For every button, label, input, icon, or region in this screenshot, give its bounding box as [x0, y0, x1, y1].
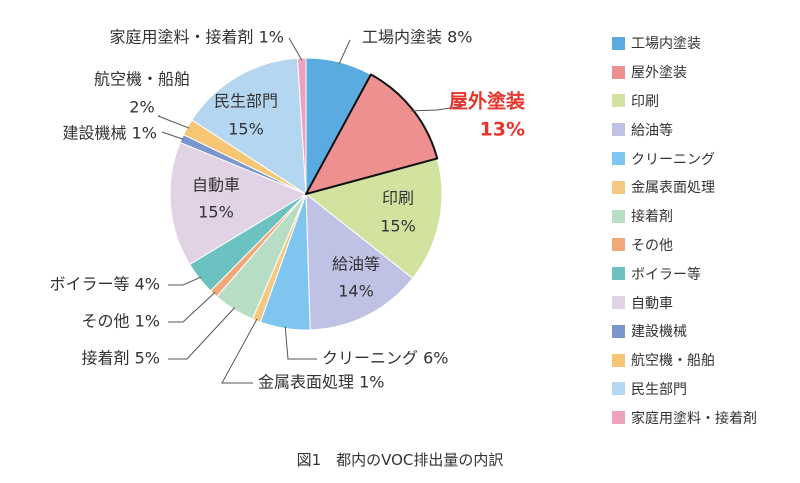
slice-4-percent: 14% — [338, 282, 374, 301]
legend-swatch — [612, 152, 625, 166]
legend-item: 建設機械 — [612, 317, 757, 346]
legend-item: その他 — [612, 231, 757, 260]
slice-3-wedge — [305, 157, 443, 279]
legend-swatch — [612, 353, 625, 367]
legend-item: ボイラー等 — [612, 259, 757, 288]
slice-2-leader — [411, 105, 464, 112]
legend-swatch — [612, 411, 625, 425]
slice-12-leader — [157, 115, 190, 129]
slice-2-label: 屋外塗装 — [449, 90, 525, 113]
legend-item: 金属表面処理 — [612, 173, 757, 202]
slice-13-wedge — [191, 57, 307, 195]
legend-label: 民生部門 — [631, 381, 687, 398]
slice-14-label: 家庭用塗料・接着剤 1% — [110, 28, 284, 47]
legend-swatch — [612, 180, 625, 194]
figure-caption: 図1 都内のVOC排出量の内訳 — [296, 451, 504, 469]
legend-item: 給油等 — [612, 115, 757, 144]
slice-4-wedge — [305, 193, 414, 331]
legend-label: 印刷 — [631, 93, 659, 110]
slice-5-label: クリーニング 6% — [322, 349, 448, 368]
legend-swatch — [612, 209, 625, 223]
slice-3-label: 印刷 — [382, 189, 414, 208]
slice-10-wedge — [169, 141, 307, 265]
legend-label: クリーニング — [631, 151, 715, 168]
slice-13-label: 民生部門 — [214, 92, 278, 111]
slice-9-label: ボイラー等 4% — [50, 275, 160, 294]
legend-label: 建設機械 — [631, 324, 687, 341]
slice-6-leader — [221, 318, 258, 384]
legend-swatch — [612, 267, 625, 281]
legend-swatch — [612, 238, 625, 252]
legend-item: 航空機・船舶 — [612, 346, 757, 375]
slice-1-leader — [338, 39, 351, 65]
slice-8-leader — [168, 292, 216, 323]
slice-7-label: 接着剤 5% — [82, 349, 160, 368]
slice-12-label: 航空機・船舶 — [94, 70, 190, 89]
slice-4-label: 給油等 — [332, 255, 380, 274]
slice-2-percent: 13% — [480, 119, 525, 141]
legend-label: 給油等 — [631, 122, 673, 139]
legend-item: 工場内塗装 — [612, 29, 757, 58]
legend-item: 民生部門 — [612, 375, 757, 404]
slice-8-label: その他 1% — [82, 312, 160, 331]
legend-label: 自動車 — [631, 295, 673, 312]
legend-label: その他 — [631, 237, 673, 254]
slice-12-percent: 2% — [129, 98, 154, 117]
legend-item: 印刷 — [612, 87, 757, 116]
legend-item: 家庭用塗料・接着剤 — [612, 403, 757, 432]
legend-label: ボイラー等 — [631, 266, 701, 283]
legend-swatch — [612, 382, 625, 396]
legend-label: 接着剤 — [631, 209, 673, 226]
slice-10-percent: 15% — [198, 203, 234, 222]
legend-item: 屋外塗装 — [612, 58, 757, 87]
legend: 工場内塗装屋外塗装印刷給油等クリーニング 金属表面処理 接着剤その他ボイラー等自動車… — [612, 29, 757, 432]
leader-lines — [157, 37, 464, 384]
legend-item: 自動車 — [612, 288, 757, 317]
legend-label: 屋外塗装 — [631, 65, 687, 82]
legend-label: 工場内塗装 — [631, 36, 701, 53]
slice-10-label: 自動車 — [192, 176, 240, 195]
legend-swatch — [612, 123, 625, 137]
slice-3-percent: 15% — [380, 217, 416, 236]
slice-9-leader — [168, 276, 202, 286]
legend-label: 金属表面処理 — [631, 180, 715, 197]
slice-2-wedge — [305, 73, 439, 195]
legend-swatch — [612, 296, 625, 310]
slice-6-label: 金属表面処理 1% — [258, 373, 384, 392]
legend-swatch — [612, 36, 625, 50]
legend-swatch — [612, 324, 625, 338]
legend-item: クリーニング — [612, 144, 757, 173]
slice-7-leader — [168, 307, 236, 360]
slice-11-label: 建設機械 1% — [63, 124, 157, 143]
legend-label: 航空機・船舶 — [631, 353, 715, 370]
slice-14-wedge — [297, 57, 307, 195]
slice-5-leader — [284, 326, 317, 360]
legend-swatch — [612, 65, 625, 79]
slice-13-percent: 15% — [228, 120, 264, 139]
slice-11-leader — [161, 131, 184, 140]
legend-swatch — [612, 94, 625, 108]
slice-14-leader — [288, 37, 303, 61]
slice-1-label: 工場内塗装 8% — [362, 28, 472, 47]
legend-item: 接着剤 — [612, 202, 757, 231]
legend-label: 家庭用塗料・接着剤 — [631, 410, 757, 427]
